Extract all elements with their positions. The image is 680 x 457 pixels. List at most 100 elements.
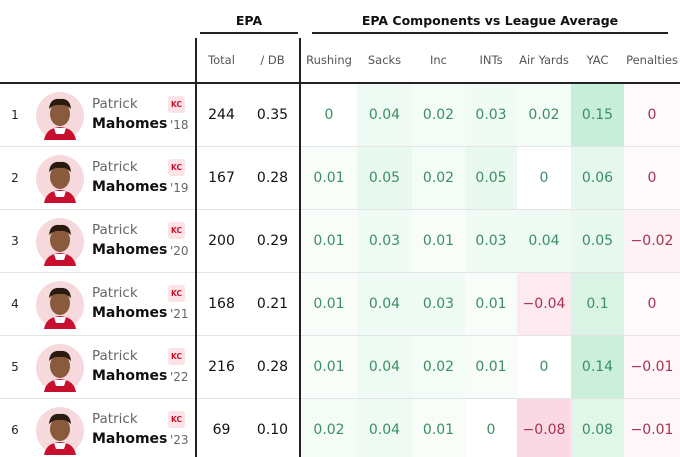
first-name: Patrick [92, 348, 138, 364]
component-value: 0.01 [412, 209, 466, 273]
rank: 6 [0, 398, 30, 457]
table-row: 4 Patrick Mahomes KC '21 168 0.21 0.01 0.04 0.03 0… [0, 272, 680, 336]
component-value: 0.1 [571, 272, 625, 336]
epa-total: 69 [196, 398, 246, 457]
column-header: Total [196, 38, 246, 84]
player-avatar [36, 281, 84, 329]
component-value: 0.03 [412, 272, 466, 336]
player-cell: Patrick Mahomes KC '22 [30, 335, 197, 399]
component-value: 0.05 [357, 146, 413, 210]
component-value: 0.03 [357, 209, 413, 273]
component-value: 0.04 [357, 83, 413, 147]
component-value: 0.05 [465, 146, 518, 210]
component-value: 0 [517, 146, 572, 210]
season: '23 [170, 433, 189, 447]
component-value: 0.04 [357, 398, 413, 457]
column-header: Rushing [300, 38, 358, 84]
component-value: −0.04 [517, 272, 572, 336]
component-value: 0 [300, 83, 358, 147]
team-badge: KC [168, 411, 185, 428]
component-value: 0.01 [465, 272, 518, 336]
component-value: 0.05 [571, 209, 625, 273]
season: '19 [170, 181, 189, 195]
team-badge: KC [168, 285, 185, 302]
first-name: Patrick [92, 411, 138, 427]
component-value: 0.04 [517, 209, 572, 273]
component-value: 0.01 [300, 209, 358, 273]
player-avatar [36, 218, 84, 266]
rank: 3 [0, 209, 30, 273]
column-header: / DB [246, 38, 302, 84]
component-value: 0.01 [300, 146, 358, 210]
column-header: Sacks [357, 38, 413, 84]
team-badge: KC [168, 96, 185, 113]
component-value: 0.03 [465, 209, 518, 273]
component-value: 0.01 [412, 398, 466, 457]
epa-per-db: 0.28 [246, 146, 302, 210]
component-value: 0 [517, 335, 572, 399]
last-name: Mahomes [92, 242, 168, 258]
epa-per-db: 0.28 [246, 335, 302, 399]
column-header: YAC [571, 38, 625, 84]
epa-per-db: 0.35 [246, 83, 302, 147]
first-name: Patrick [92, 222, 138, 238]
rank: 1 [0, 83, 30, 147]
epa-per-db: 0.21 [246, 272, 302, 336]
season: '20 [170, 244, 189, 258]
season: '18 [170, 118, 189, 132]
epa-per-db: 0.10 [246, 398, 302, 457]
player-avatar [36, 92, 84, 140]
column-header: INTs [465, 38, 518, 84]
last-name: Mahomes [92, 305, 168, 321]
rank: 2 [0, 146, 30, 210]
epa-total: 167 [196, 146, 246, 210]
component-value: −0.02 [624, 209, 680, 273]
table-row: 2 Patrick Mahomes KC '19 167 0.28 0.01 0.05 0.02 0… [0, 146, 680, 210]
component-value: 0.02 [412, 335, 466, 399]
component-value: −0.08 [517, 398, 572, 457]
first-name: Patrick [92, 96, 138, 112]
team-badge: KC [168, 159, 185, 176]
component-value: 0 [624, 272, 680, 336]
player-avatar [36, 407, 84, 455]
component-value: 0.08 [571, 398, 625, 457]
component-value: 0.15 [571, 83, 625, 147]
player-cell: Patrick Mahomes KC '23 [30, 398, 197, 457]
first-name: Patrick [92, 285, 138, 301]
player-avatar [36, 155, 84, 203]
table-row: 3 Patrick Mahomes KC '20 200 0.29 0.01 0.03 0.01 0… [0, 209, 680, 273]
component-value: 0 [465, 398, 518, 457]
season: '22 [170, 370, 189, 384]
component-value: 0.01 [300, 335, 358, 399]
season: '21 [170, 307, 189, 321]
component-value: 0 [624, 146, 680, 210]
last-name: Mahomes [92, 116, 168, 132]
component-value: 0.02 [412, 83, 466, 147]
epa-total: 244 [196, 83, 246, 147]
component-value: 0.04 [357, 272, 413, 336]
component-value: 0 [624, 83, 680, 147]
component-value: 0.02 [517, 83, 572, 147]
last-name: Mahomes [92, 368, 168, 384]
component-value: −0.01 [624, 335, 680, 399]
epa-total: 200 [196, 209, 246, 273]
table-row: 5 Patrick Mahomes KC '22 216 0.28 0.01 0.04 0.02 0… [0, 335, 680, 399]
column-header: Inc [412, 38, 466, 84]
component-value: 0.03 [465, 83, 518, 147]
last-name: Mahomes [92, 431, 168, 447]
epa-total: 168 [196, 272, 246, 336]
player-avatar [36, 344, 84, 392]
column-header: Air Yards [517, 38, 572, 84]
team-badge: KC [168, 222, 185, 239]
column-header: Penalties [624, 38, 680, 84]
component-value: 0.01 [465, 335, 518, 399]
epa-total: 216 [196, 335, 246, 399]
table-row: 6 Patrick Mahomes KC '23 69 0.10 0.02 0.04 0.01 0−… [0, 398, 680, 457]
component-value: 0.01 [300, 272, 358, 336]
player-cell: Patrick Mahomes KC '21 [30, 272, 197, 336]
component-value: 0.14 [571, 335, 625, 399]
last-name: Mahomes [92, 179, 168, 195]
player-cell: Patrick Mahomes KC '18 [30, 83, 197, 147]
